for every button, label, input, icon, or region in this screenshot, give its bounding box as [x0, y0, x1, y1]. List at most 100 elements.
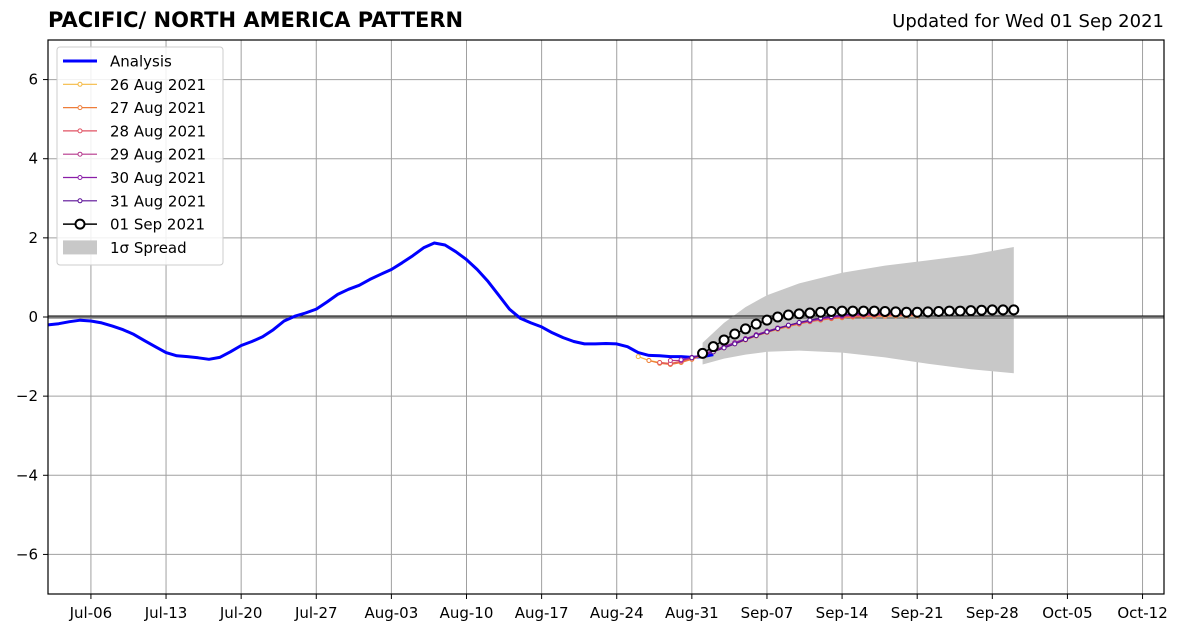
- series-layer: [47, 241, 1020, 367]
- legend-handle-marker: [77, 151, 83, 157]
- forecast-point: [890, 306, 902, 318]
- forecast-point: [954, 305, 966, 317]
- forecast-point: [796, 320, 802, 326]
- x-tick-label: Jul-13: [144, 604, 188, 622]
- legend-handle-marker: [77, 198, 83, 204]
- y-tick-label: −2: [16, 387, 38, 405]
- forecast-point: [986, 304, 998, 316]
- legend-handle-marker: [77, 81, 83, 87]
- forecast-point: [678, 357, 684, 363]
- x-tick-label: Aug-31: [665, 604, 719, 622]
- legend-handle-patch: [63, 240, 97, 255]
- forecast-point: [868, 305, 880, 317]
- legend-entry: 29 Aug 2021: [63, 146, 206, 164]
- x-tick-label: Sep-21: [891, 604, 944, 622]
- forecast-point: [732, 341, 738, 347]
- legend-entry: 26 Aug 2021: [63, 76, 206, 94]
- legend: Analysis 26 Aug 2021 27 Aug 2021 28 Aug 202…: [56, 46, 224, 266]
- forecast-point: [697, 347, 709, 359]
- forecast-point: [858, 305, 870, 317]
- legend-label: 31 Aug 2021: [110, 192, 206, 210]
- x-tick-label: Jul-06: [69, 604, 113, 622]
- forecast-point: [761, 314, 773, 326]
- forecast-point: [707, 341, 719, 353]
- y-tick-label: 4: [28, 150, 38, 168]
- y-tick-label: 6: [28, 71, 38, 89]
- y-axis-ticks: −6 −4 −2 0 2 4 6: [16, 71, 48, 563]
- forecast-point: [1008, 304, 1020, 316]
- legend-label: 26 Aug 2021: [110, 76, 206, 94]
- legend-label: 01 Sep 2021: [110, 216, 205, 234]
- forecast-point: [847, 305, 859, 317]
- forecast-point: [740, 323, 751, 335]
- x-tick-label: Sep-14: [816, 604, 869, 622]
- forecast-point: [729, 328, 741, 340]
- legend-handle-marker: [77, 128, 83, 134]
- legend-entry: 30 Aug 2021: [63, 169, 206, 187]
- forecast-point: [646, 358, 652, 364]
- legend-entry: 27 Aug 2021: [63, 99, 206, 117]
- forecast-point: [793, 308, 805, 320]
- forecast-point: [657, 360, 663, 366]
- x-tick-label: Aug-03: [364, 604, 418, 622]
- x-tick-label: Aug-10: [440, 604, 494, 622]
- forecast-point: [775, 325, 781, 331]
- zero-line: [48, 315, 1164, 319]
- x-tick-label: Oct-05: [1042, 604, 1092, 622]
- x-tick-label: Aug-24: [590, 604, 644, 622]
- y-tick-label: 2: [28, 229, 38, 247]
- x-tick-label: Sep-07: [741, 604, 794, 622]
- x-tick-label: Sep-28: [966, 604, 1019, 622]
- x-tick-label: Jul-27: [294, 604, 338, 622]
- legend-label: Analysis: [110, 53, 172, 71]
- forecast-point: [922, 306, 934, 318]
- forecast-point: [721, 345, 727, 351]
- forecast-point: [743, 337, 748, 343]
- legend-label: 1σ Spread: [110, 239, 187, 257]
- legend-handle-marker: [77, 175, 83, 180]
- forecast-point: [689, 355, 695, 361]
- legend-entry: 31 Aug 2021: [63, 192, 206, 210]
- legend-entry: 1σ Spread: [63, 239, 187, 257]
- legend-entry: Analysis: [63, 53, 172, 71]
- legend-label: 27 Aug 2021: [110, 99, 206, 117]
- x-tick-label: Jul-20: [219, 604, 263, 622]
- grid: [48, 40, 1164, 594]
- y-tick-label: −6: [16, 545, 38, 563]
- forecast-point: [753, 333, 759, 339]
- x-tick-label: Aug-17: [515, 604, 569, 622]
- forecast-point: [667, 358, 673, 364]
- legend-label: 29 Aug 2021: [110, 146, 206, 164]
- legend-entry: 01 Sep 2021: [63, 216, 205, 234]
- forecast-point: [900, 306, 912, 318]
- forecast-point: [825, 305, 837, 317]
- chart-title: PACIFIC/ NORTH AMERICA PATTERN: [48, 8, 464, 32]
- y-tick-label: 0: [28, 308, 38, 326]
- forecast-point: [750, 318, 762, 330]
- legend-box: [56, 46, 224, 266]
- forecast-point: [879, 305, 891, 317]
- forecast-point: [718, 334, 730, 346]
- forecast-point: [815, 306, 827, 318]
- y-tick-label: −4: [16, 466, 38, 484]
- forecast-point: [772, 311, 784, 323]
- forecast-point: [804, 307, 816, 319]
- chart-subtitle: Updated for Wed 01 Sep 2021: [892, 11, 1164, 32]
- legend-handle-marker: [74, 218, 86, 230]
- forecast-point: [764, 329, 770, 335]
- forecast-point: [635, 354, 641, 360]
- legend-entry: 28 Aug 2021: [63, 122, 206, 140]
- forecast-point: [933, 305, 945, 317]
- legend-handle-marker: [77, 105, 83, 111]
- forecast-point: [782, 309, 794, 321]
- forecast-point: [911, 306, 923, 318]
- analysis-line: [47, 241, 714, 361]
- forecast-point: [943, 305, 955, 317]
- forecast-point: [976, 304, 988, 316]
- x-axis-ticks: Jul-06 Jul-13 Jul-20 Jul-27 Aug-03 Aug-10 Aug-…: [69, 594, 1168, 622]
- forecast-point: [965, 305, 977, 317]
- forecast-point: [836, 305, 848, 317]
- x-tick-label: Oct-12: [1117, 604, 1167, 622]
- forecast-series-7: [697, 304, 1020, 359]
